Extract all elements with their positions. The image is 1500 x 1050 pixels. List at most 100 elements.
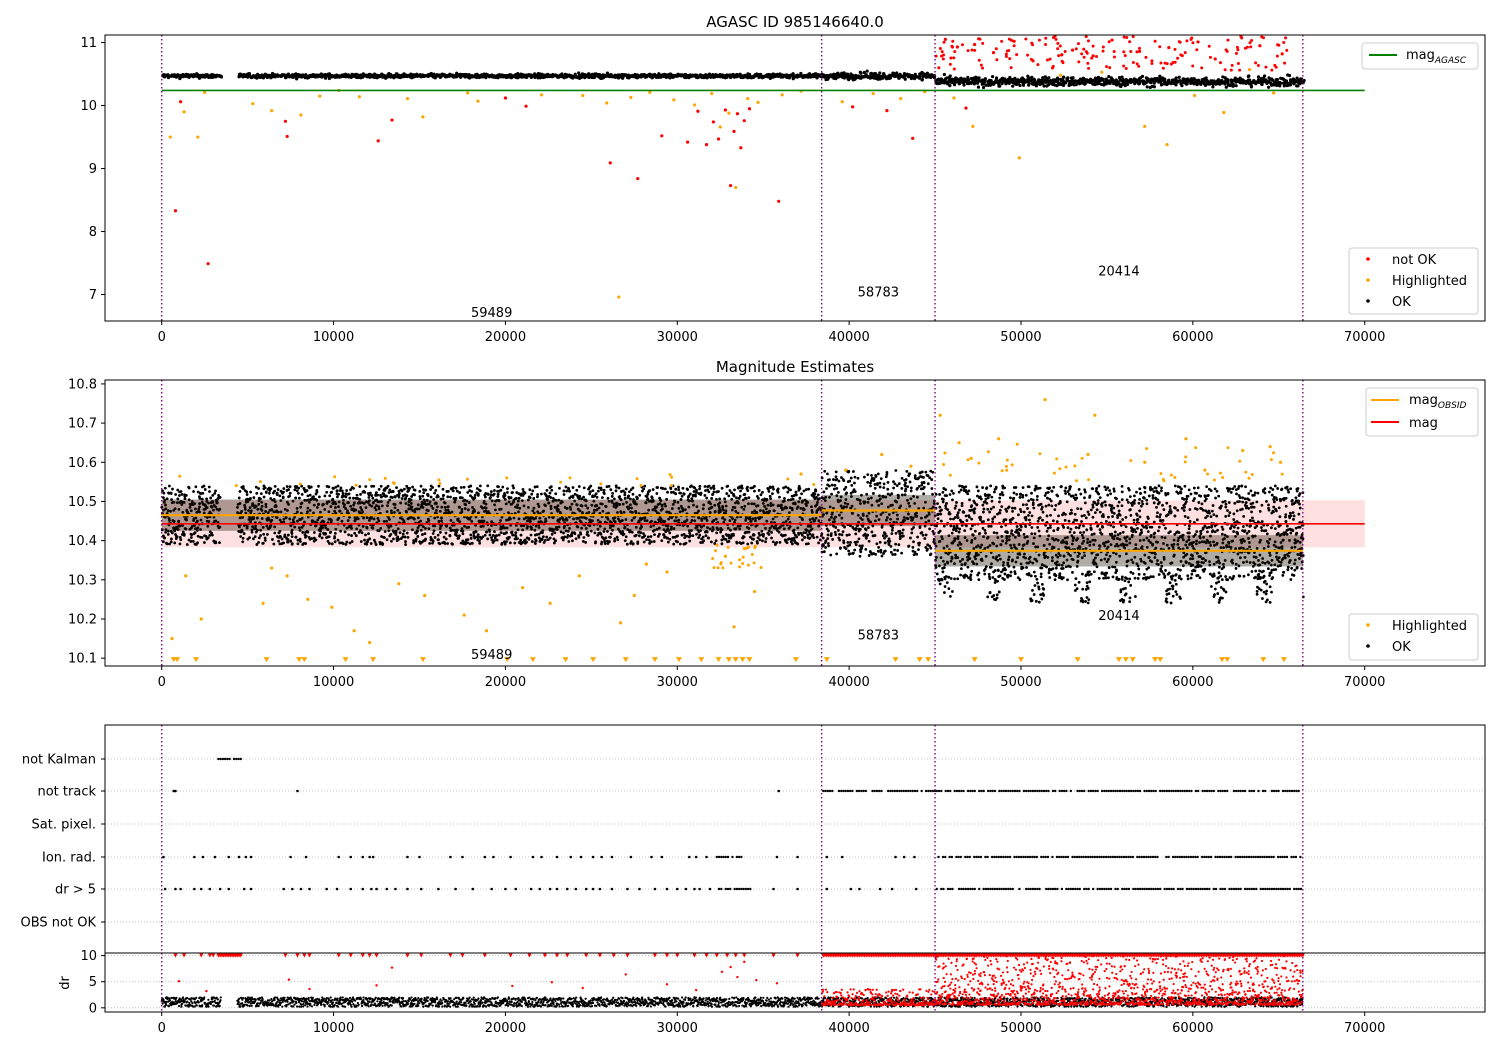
ok-point: [674, 487, 678, 491]
ok-point: [699, 491, 703, 495]
highlighted-point: [952, 96, 956, 100]
ok-point: [358, 485, 362, 488]
ok-point: [697, 536, 700, 540]
ok-point: [903, 77, 907, 81]
not-ok-point: [941, 57, 945, 61]
ok-point: [720, 486, 724, 490]
ok-point: [411, 485, 415, 489]
ok-point: [1249, 85, 1254, 89]
ok-point: [367, 532, 370, 536]
ok-point: [942, 72, 946, 77]
not-ok-point: [1054, 37, 1058, 41]
ok-point: [426, 493, 429, 496]
ok-point: [455, 75, 459, 79]
highlighted-point: [581, 93, 585, 98]
ok-point: [515, 496, 518, 500]
ok-point: [203, 488, 207, 491]
ok-point: [567, 540, 571, 543]
ok-point: [341, 491, 345, 495]
not-ok-point: [1230, 63, 1234, 67]
ok-point: [514, 534, 518, 538]
ok-point: [622, 532, 626, 536]
ok-point: [1071, 76, 1075, 80]
ok-point: [442, 535, 446, 539]
not-ok-point: [1061, 61, 1065, 65]
ok-point: [484, 495, 487, 499]
ok-point: [499, 488, 503, 492]
ok-point: [655, 492, 659, 495]
ok-point: [658, 532, 661, 536]
ok-point: [303, 488, 307, 492]
ok-point: [327, 535, 331, 539]
ok-point: [725, 492, 729, 495]
ok-point: [1212, 79, 1216, 83]
ok-point: [368, 491, 372, 495]
ok-point: [873, 71, 877, 76]
ok-point: [1145, 85, 1149, 89]
ok-point: [1011, 84, 1015, 88]
agasc-xtick-label-4: 40000: [828, 330, 869, 345]
ok-point: [384, 486, 388, 490]
ok-point: [459, 486, 463, 489]
not-ok-point: [1273, 63, 1277, 67]
not-ok-point: [1036, 63, 1040, 67]
ok-point: [363, 538, 366, 542]
ok-point: [663, 487, 667, 491]
not-ok-point: [1122, 50, 1126, 54]
ok-point: [865, 69, 869, 73]
not-ok-point: [1122, 64, 1126, 68]
ok-point: [695, 532, 698, 536]
ok-point: [336, 495, 339, 499]
not-ok-point: [1196, 40, 1200, 44]
ok-point: [163, 536, 166, 540]
not-ok-point: [1284, 36, 1288, 40]
ok-point: [242, 532, 246, 535]
ok-point: [1113, 79, 1117, 84]
not-ok-point: [735, 112, 740, 116]
ok-point: [677, 488, 681, 491]
not-ok-point: [850, 105, 855, 109]
ok-point: [452, 486, 455, 489]
ok-point: [746, 542, 750, 546]
ok-point: [434, 74, 438, 78]
ok-point: [527, 537, 531, 540]
ok-point: [586, 530, 589, 534]
highlighted-point: [1165, 143, 1169, 147]
not-ok-point: [179, 100, 183, 104]
ok-point: [684, 541, 688, 545]
ok-point: [180, 493, 184, 496]
ok-point: [1101, 77, 1105, 81]
ok-point: [470, 490, 474, 493]
ok-point: [758, 533, 762, 537]
ok-point: [554, 492, 558, 496]
ok-point: [691, 534, 695, 538]
ok-point: [441, 487, 445, 491]
ok-point: [492, 539, 496, 543]
ok-point: [364, 533, 367, 537]
ok-point: [571, 539, 574, 543]
ok-point: [544, 538, 547, 542]
ok-point: [330, 542, 334, 546]
ok-point: [920, 77, 925, 82]
ok-point: [443, 542, 447, 545]
ok-point: [742, 535, 746, 539]
not-ok-point: [1173, 47, 1177, 51]
ok-point: [359, 540, 363, 543]
ok-point: [242, 487, 245, 490]
not-ok-point: [977, 58, 981, 62]
ok-point: [429, 495, 433, 499]
ok-point: [609, 488, 613, 492]
ok-point: [600, 542, 603, 546]
ok-point: [170, 531, 174, 535]
ok-point: [536, 495, 539, 499]
ok-point: [279, 74, 283, 78]
ok-point: [273, 489, 276, 493]
ok-point: [595, 495, 599, 499]
ok-point: [391, 490, 395, 494]
highlighted-point: [899, 97, 903, 101]
ok-point: [1266, 85, 1271, 89]
ok-point: [273, 485, 277, 488]
ok-point: [636, 74, 640, 78]
not-ok-point: [1135, 50, 1139, 54]
ok-point: [383, 488, 387, 492]
